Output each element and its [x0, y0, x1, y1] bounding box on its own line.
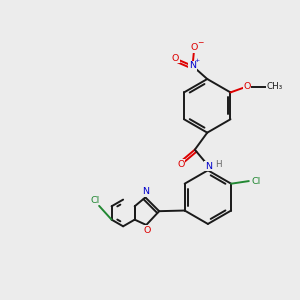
Text: Cl: Cl	[91, 196, 100, 205]
Text: Cl: Cl	[251, 177, 261, 186]
Text: H: H	[215, 160, 222, 169]
Text: N: N	[205, 161, 212, 170]
Text: O: O	[143, 226, 151, 235]
Text: N: N	[142, 187, 149, 196]
Text: O: O	[177, 160, 184, 169]
Text: O: O	[190, 44, 198, 52]
Text: O: O	[172, 54, 179, 63]
Text: CH₃: CH₃	[267, 82, 283, 91]
Text: −: −	[197, 38, 203, 47]
Text: O: O	[243, 82, 250, 91]
Text: N: N	[189, 61, 196, 70]
Text: +: +	[194, 58, 200, 63]
